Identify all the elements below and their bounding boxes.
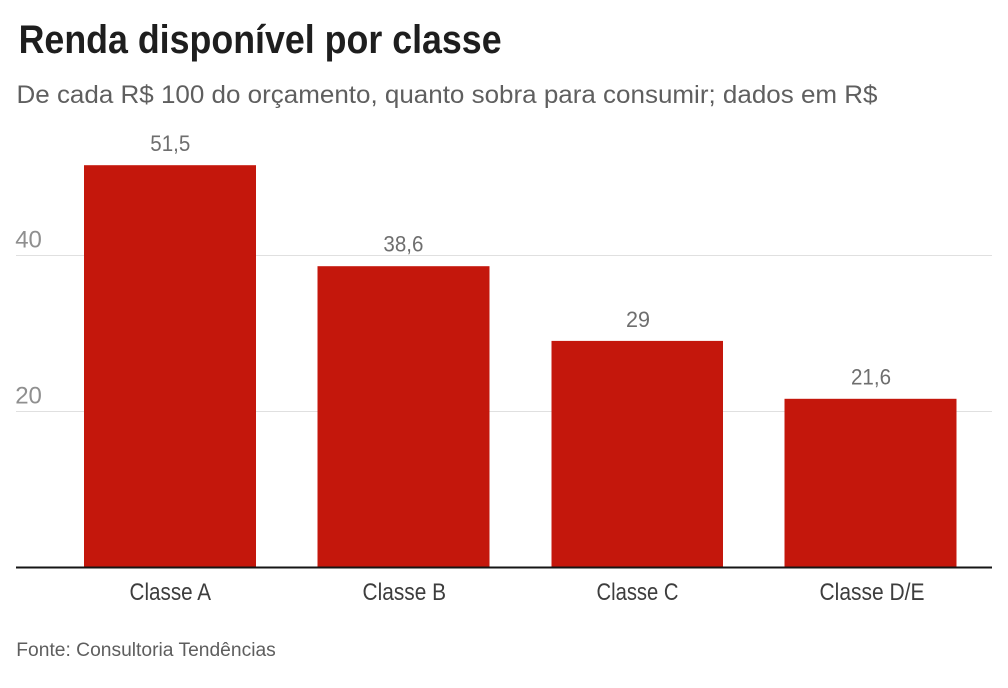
- svg-text:20: 20: [15, 382, 42, 409]
- svg-text:Classe B: Classe B: [363, 579, 447, 606]
- svg-text:Classe A: Classe A: [130, 579, 212, 606]
- svg-text:40: 40: [15, 227, 42, 254]
- svg-text:Classe D/E: Classe D/E: [820, 579, 925, 606]
- svg-text:Fonte: Consultoria Tendências: Fonte: Consultoria Tendências: [16, 640, 276, 661]
- svg-text:Renda disponível por classe: Renda disponível por classe: [19, 18, 502, 62]
- svg-text:21,6: 21,6: [851, 364, 891, 389]
- svg-text:De cada R$ 100 do orçamento, q: De cada R$ 100 do orçamento, quanto sobr…: [17, 81, 878, 109]
- svg-text:29: 29: [626, 307, 650, 332]
- svg-text:Classe C: Classe C: [597, 579, 679, 606]
- svg-text:38,6: 38,6: [383, 232, 423, 257]
- svg-text:51,5: 51,5: [150, 131, 190, 156]
